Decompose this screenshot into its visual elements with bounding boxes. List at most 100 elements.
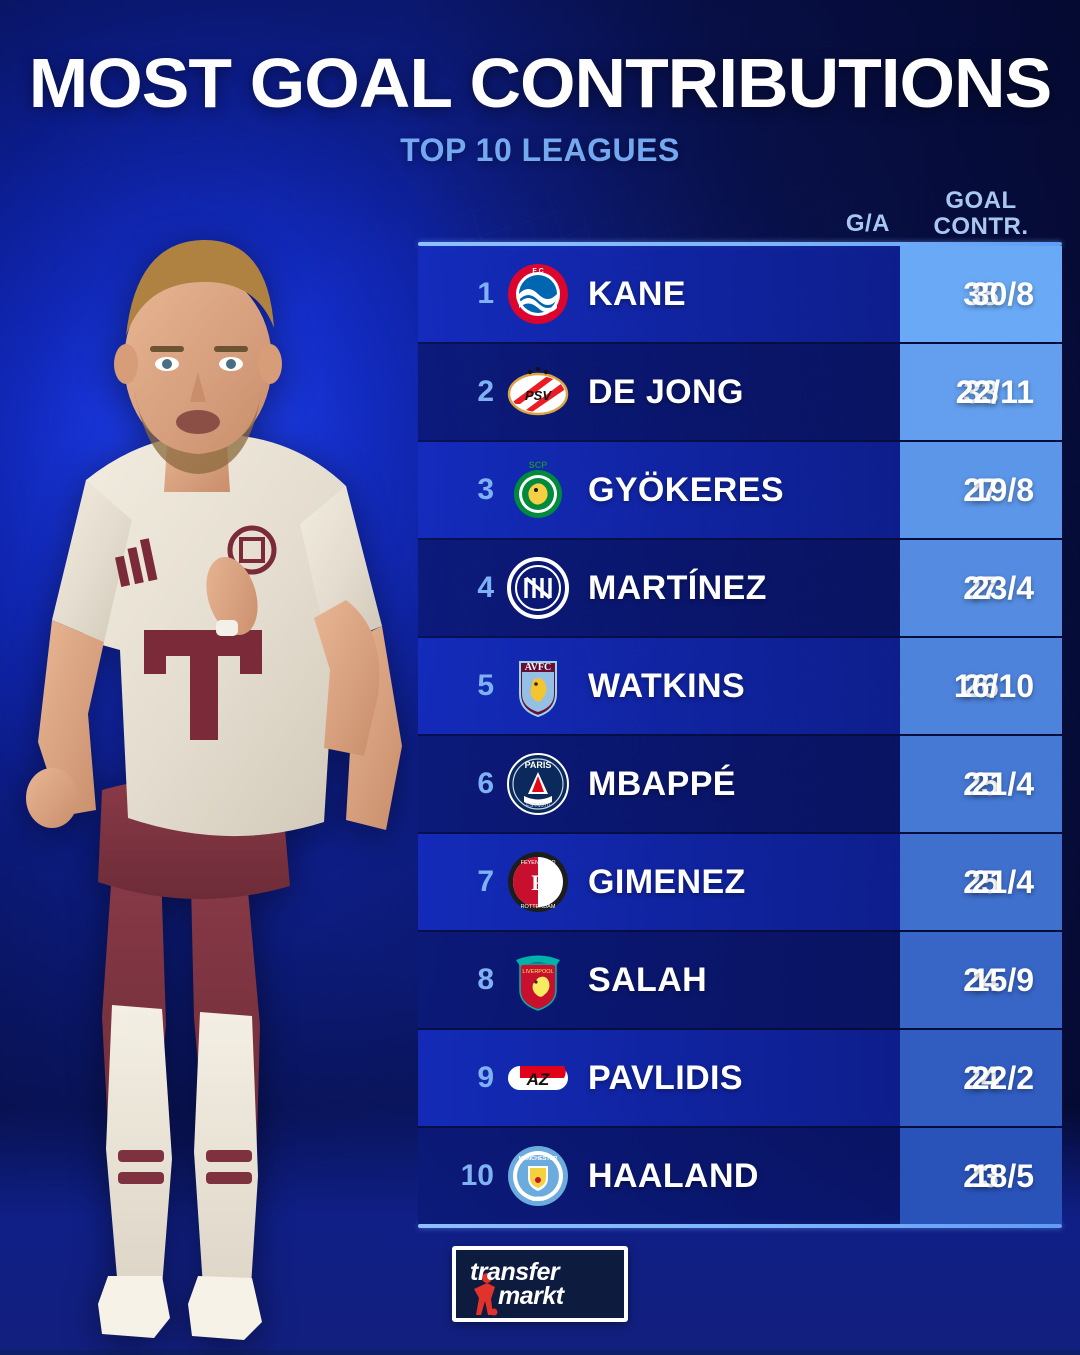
svg-text:AZ: AZ bbox=[526, 1070, 550, 1089]
row-goal-contributions-cell: 27 bbox=[900, 540, 1062, 636]
row-goals-assists: 15/9 bbox=[971, 961, 1034, 998]
row-goal-contributions-cell: 27 bbox=[900, 442, 1062, 538]
harry-kane-photo bbox=[0, 150, 424, 1350]
row-rank: 5 bbox=[477, 669, 494, 702]
row-goal-contributions: 33 bbox=[963, 373, 999, 410]
row-player-name: SALAH bbox=[588, 960, 708, 999]
column-header-goal-contributions-line2: CONTR. bbox=[933, 213, 1029, 241]
row-goal-contributions-cell: 26 bbox=[900, 638, 1062, 734]
club-crest-psv-icon: PSV bbox=[506, 360, 570, 424]
table-row[interactable]: 7 F FEYENOORD ROTTERDAM GIMENEZ 21/4 25 bbox=[418, 834, 1062, 932]
table-row[interactable]: 6 PARIS EST.1970 MBAPPÉ 21/4 25 bbox=[418, 736, 1062, 834]
footballer-figure-icon bbox=[474, 1273, 498, 1316]
row-goal-contributions: 25 bbox=[963, 863, 999, 900]
row-background bbox=[418, 1030, 900, 1126]
club-crest-feyenoord-icon: F FEYENOORD ROTTERDAM bbox=[506, 850, 570, 914]
svg-text:EST.1970: EST.1970 bbox=[526, 803, 550, 809]
club-crest-liverpool-icon: LIVERPOOL bbox=[506, 948, 570, 1012]
row-goal-contributions: 27 bbox=[963, 471, 999, 508]
row-goal-contributions-cell: 24 bbox=[900, 932, 1062, 1028]
row-goals-assists: 21/4 bbox=[971, 765, 1034, 802]
header: MOST GOAL CONTRIBUTIONS TOP 10 LEAGUES bbox=[0, 0, 1080, 166]
row-rank: 2 bbox=[477, 375, 494, 408]
table-row[interactable]: 10 MANCHESTER CITY HAALAND 18/5 23 bbox=[418, 1128, 1062, 1224]
svg-text:LIVERPOOL: LIVERPOOL bbox=[522, 969, 553, 975]
row-rank: 3 bbox=[477, 473, 494, 506]
row-rank: 9 bbox=[477, 1061, 494, 1094]
row-goals-assists: 23/4 bbox=[971, 569, 1034, 606]
club-crest-az-icon: AZ bbox=[506, 1046, 570, 1110]
club-crest-sporting-icon: SCP bbox=[506, 458, 570, 522]
row-goal-contributions: 24 bbox=[963, 1059, 999, 1096]
row-goal-contributions: 25 bbox=[963, 765, 999, 802]
svg-text:ROTTERDAM: ROTTERDAM bbox=[521, 904, 556, 910]
table-row[interactable]: 3 SCP GYÖKERES 19/8 27 bbox=[418, 442, 1062, 540]
row-rank: 8 bbox=[477, 963, 494, 996]
row-background bbox=[418, 344, 900, 440]
row-goals-assists: 21/4 bbox=[971, 863, 1034, 900]
row-background bbox=[418, 540, 900, 636]
row-background bbox=[418, 1128, 900, 1224]
row-player-name: GYÖKERES bbox=[588, 470, 784, 509]
club-crest-bayern-icon: F C bbox=[506, 262, 570, 326]
row-goals-assists: 22/11 bbox=[955, 373, 1034, 410]
table-bottom-rule bbox=[418, 1224, 1062, 1228]
transfermarkt-logo[interactable]: transfer markt bbox=[452, 1246, 628, 1322]
row-goal-contributions-cell: 23 bbox=[900, 1128, 1062, 1224]
row-goal-contributions: 23 bbox=[963, 1157, 999, 1194]
row-rank: 10 bbox=[460, 1159, 494, 1192]
row-goal-contributions-cell: 38 bbox=[900, 246, 1062, 342]
page-title: MOST GOAL CONTRIBUTIONS bbox=[28, 44, 1052, 122]
row-goals-assists: 22/2 bbox=[971, 1059, 1034, 1096]
row-goals-assists: 19/8 bbox=[971, 471, 1034, 508]
table-row[interactable]: 4 MARTÍNEZ 23/4 27 bbox=[418, 540, 1062, 638]
row-background bbox=[418, 638, 900, 734]
column-header-goal-contributions: GOAL CONTR. bbox=[900, 188, 1062, 240]
row-player-name: MARTÍNEZ bbox=[588, 568, 767, 607]
table-top-rule bbox=[418, 242, 1062, 246]
row-background bbox=[418, 834, 900, 930]
table-row[interactable]: 8 LIVERPOOL SALAH 15/9 24 bbox=[418, 932, 1062, 1030]
row-rank: 1 bbox=[477, 277, 494, 310]
row-player-name: HAALAND bbox=[588, 1156, 759, 1195]
row-goals-assists: 30/8 bbox=[971, 275, 1034, 312]
row-goal-contributions-cell: 24 bbox=[900, 1030, 1062, 1126]
table-row[interactable]: 9 AZ PAVLIDIS 22/2 24 bbox=[418, 1030, 1062, 1128]
row-goal-contributions: 27 bbox=[963, 569, 999, 606]
table-row[interactable]: 1 F C KANE 30/8 38 bbox=[418, 246, 1062, 344]
svg-text:PARIS: PARIS bbox=[525, 760, 552, 770]
row-background bbox=[418, 736, 900, 832]
svg-text:SCP: SCP bbox=[529, 460, 548, 470]
row-player-name: WATKINS bbox=[588, 666, 746, 705]
club-crest-inter-icon bbox=[506, 556, 570, 620]
leaderboard-table: G/A GOAL CONTR. 1 F C KANE 30/8 38 2 PSV… bbox=[418, 170, 1062, 1228]
row-goal-contributions-cell: 25 bbox=[900, 834, 1062, 930]
row-background bbox=[418, 442, 900, 538]
row-goals-assists: 16/10 bbox=[953, 667, 1034, 704]
club-crest-psg-icon: PARIS EST.1970 bbox=[506, 752, 570, 816]
column-header-goal-contributions-line1: GOAL bbox=[945, 187, 1017, 215]
svg-text:PSV: PSV bbox=[525, 388, 552, 403]
row-player-name: GIMENEZ bbox=[588, 862, 746, 901]
column-header-ga: G/A bbox=[845, 210, 890, 237]
row-rank: 7 bbox=[477, 865, 494, 898]
row-goal-contributions-cell: 33 bbox=[900, 344, 1062, 440]
svg-text:MANCHESTER: MANCHESTER bbox=[519, 1156, 558, 1162]
row-player-name: KANE bbox=[588, 274, 686, 313]
transfermarkt-logo-line1: transfer bbox=[470, 1258, 560, 1286]
row-goals-assists: 18/5 bbox=[971, 1157, 1034, 1194]
svg-text:F C: F C bbox=[532, 268, 543, 275]
row-goal-contributions: 24 bbox=[963, 961, 999, 998]
row-player-name: PAVLIDIS bbox=[588, 1058, 743, 1097]
svg-text:AVFC: AVFC bbox=[525, 662, 551, 673]
svg-text:CITY: CITY bbox=[531, 1197, 545, 1203]
row-goal-contributions: 26 bbox=[963, 667, 999, 704]
club-crest-mancity-icon: MANCHESTER CITY bbox=[506, 1144, 570, 1208]
transfermarkt-logo-line2: markt bbox=[498, 1282, 564, 1310]
table-row[interactable]: 2 PSV DE JONG 22/11 33 bbox=[418, 344, 1062, 442]
row-goal-contributions: 38 bbox=[963, 275, 999, 312]
table-row[interactable]: 5 AVFC WATKINS 16/10 26 bbox=[418, 638, 1062, 736]
row-player-name: MBAPPÉ bbox=[588, 764, 736, 803]
svg-text:FEYENOORD: FEYENOORD bbox=[521, 860, 556, 866]
row-background bbox=[418, 246, 900, 342]
